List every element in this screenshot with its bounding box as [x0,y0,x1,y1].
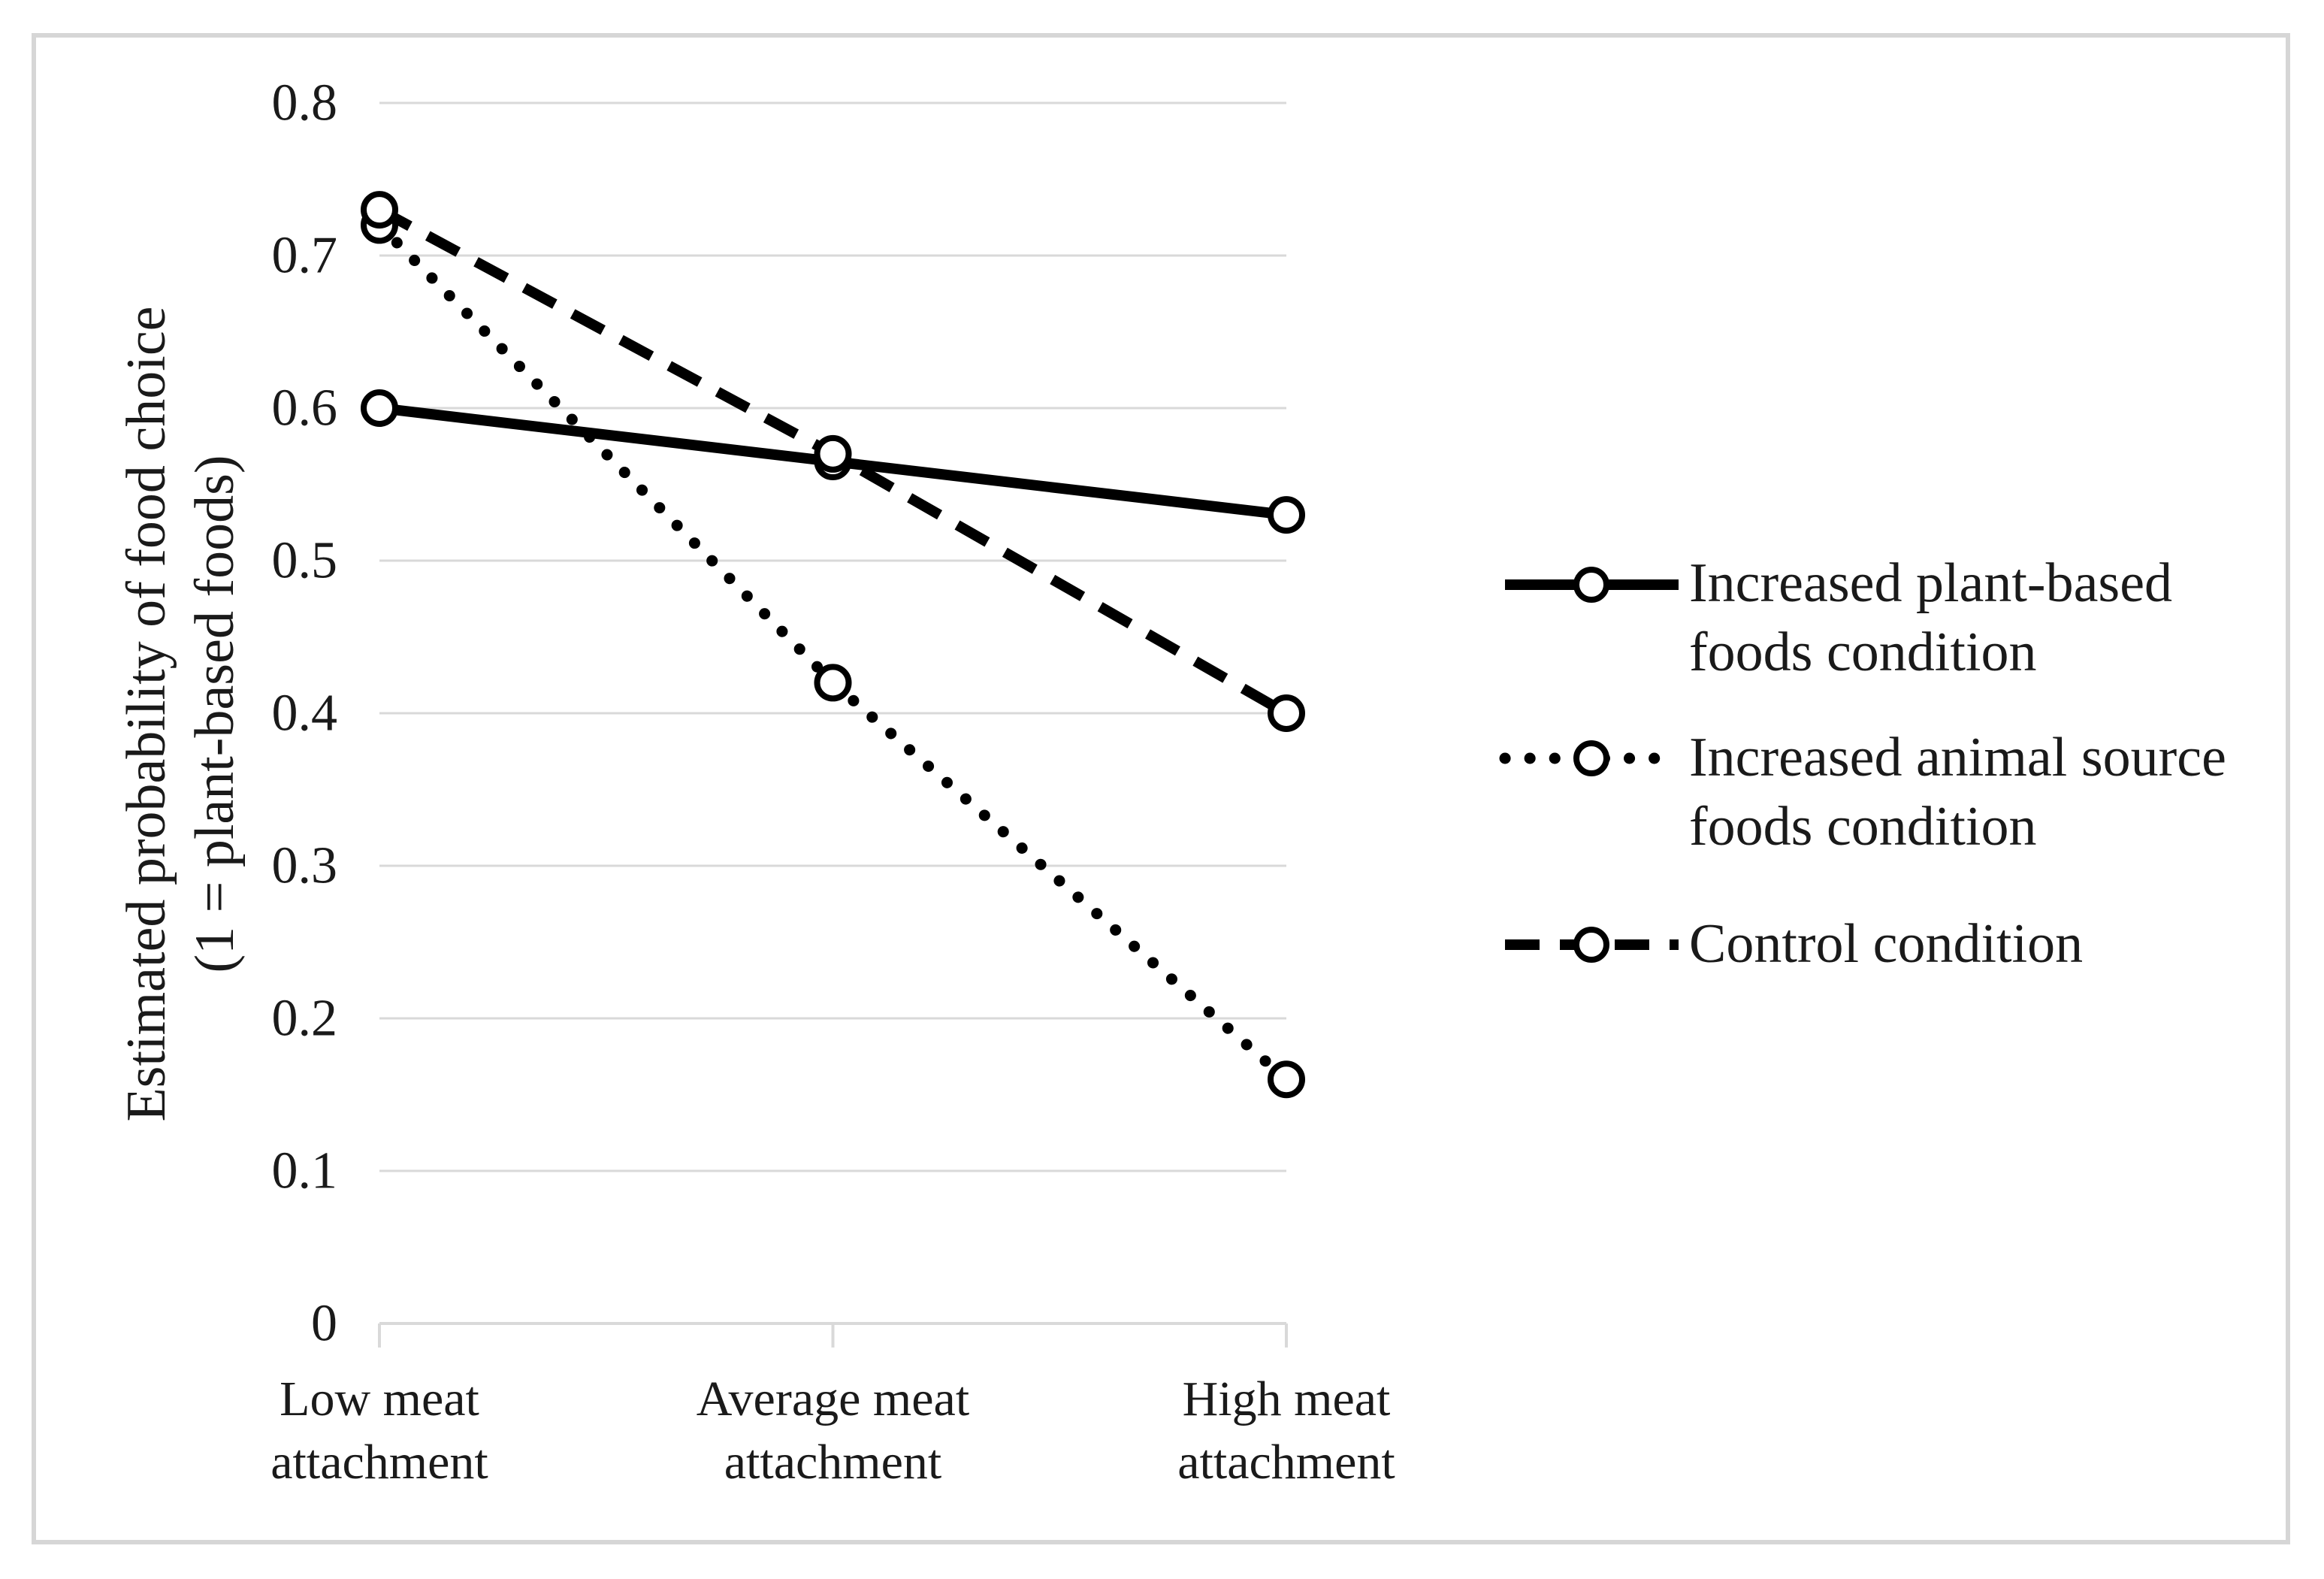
series-1-marker-1 [814,664,852,702]
legend-marker-circle-solid [1573,567,1609,603]
y-tick-label-0.3: 0.3 [272,837,338,895]
x-category-label-0-line-2: attachment [270,1435,488,1490]
legend-label-2-line-1: Control condition [1689,913,2083,975]
legend-label-0: Increased plant-based foods condition [1689,552,2172,683]
series-2-marker-2 [1268,694,1305,732]
y-axis-title-line-2: (1 = plant-based foods) [184,455,246,973]
y-tick-label-0.8: 0.8 [272,74,338,132]
legend-label-2: Control condition [1689,913,2083,975]
series-1-marker-2 [1268,1060,1305,1099]
series-2-marker-0 [361,191,398,229]
y-tick-label-0: 0 [311,1295,337,1353]
y-tick-label-0.6: 0.6 [272,380,338,437]
y-tick-label-0.4: 0.4 [272,685,338,743]
legend-label-1: Increased animal source foods condition [1689,727,2226,858]
y-axis-title-line-1: Estimated probability of food choice [116,306,177,1121]
legend-label-1-line-2: foods condition [1689,796,2036,858]
x-category-label-0: Low meat attachment [270,1372,488,1490]
series-0-marker-0 [361,389,398,427]
y-tick-label-0.7: 0.7 [272,227,338,285]
legend-label-0-line-1: Increased plant-based [1689,552,2172,614]
legend-label-0-line-2: foods condition [1689,622,2036,683]
x-category-label-0-line-1: Low meat [280,1372,479,1426]
x-category-label-2-line-2: attachment [1177,1435,1395,1490]
x-category-label-1: Average meat attachment [697,1372,969,1490]
y-tick-label-0.2: 0.2 [272,990,338,1048]
series-0-marker-2 [1268,496,1305,534]
x-category-label-2-line-1: High meat [1183,1372,1391,1426]
series-2-marker-1 [814,434,852,473]
legend-marker-circle-dashed [1573,927,1609,963]
legend-label-1-line-1: Increased animal source [1689,727,2226,788]
x-category-label-1-line-2: attachment [724,1435,942,1490]
figure-border [32,33,2290,1544]
x-category-label-1-line-1: Average meat [697,1372,969,1426]
y-tick-label-0.1: 0.1 [272,1142,338,1200]
x-category-label-2: High meat attachment [1177,1372,1395,1490]
y-tick-label-0.5: 0.5 [272,532,338,590]
legend-marker-circle-dotted [1573,740,1609,776]
